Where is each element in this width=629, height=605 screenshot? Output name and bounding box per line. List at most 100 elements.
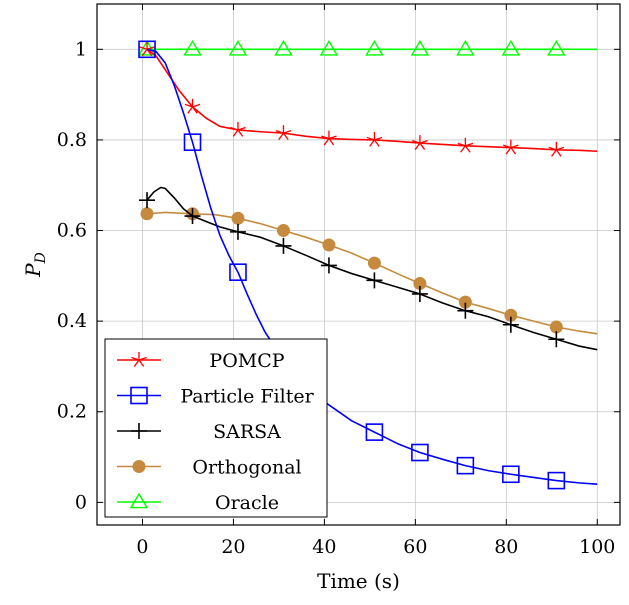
star-ray [321, 135, 330, 140]
legend-marker [130, 386, 148, 405]
data-point-pomcp [457, 137, 474, 153]
series-pomcp [139, 41, 598, 157]
ticks: 0 20 40 60 80 100 0 0.2 0.4 0.6 0.8 1 [57, 4, 620, 558]
data-point-particle-filter [411, 443, 429, 462]
star-ray [192, 103, 201, 108]
data-point-pomcp [184, 98, 201, 114]
data-point-particle-filter [502, 465, 520, 484]
x-tick-label: 0 [136, 536, 148, 558]
data-point-pomcp [412, 135, 428, 150]
legend-item-orthogonal: Orthogonal [117, 457, 302, 479]
data-point-pomcp [366, 131, 383, 147]
data-point-sarsa [548, 331, 565, 348]
data-point-particle-filter [138, 40, 156, 59]
star-ray [503, 144, 512, 149]
data-point-sarsa [411, 285, 428, 302]
series-line-sarsa [146, 186, 598, 351]
star-ray [374, 136, 383, 141]
y-tick-label: 1 [75, 38, 87, 60]
legend-label: Orthogonal [192, 457, 301, 479]
data-point-orthogonal [367, 256, 381, 270]
y-tick-label: 0.6 [57, 220, 87, 242]
legend-item-particle-filter: Particle Filter [117, 386, 315, 408]
y-axis-label-subscript: D [33, 252, 49, 264]
data-point-oracle [274, 39, 293, 56]
data-point-sarsa [184, 208, 201, 225]
legend-marker [131, 423, 147, 439]
data-point-oracle [183, 39, 202, 56]
legend: POMCP Particle Filter SARSA Orthogonal Oracl… [104, 338, 328, 518]
data-point-orthogonal [322, 238, 336, 252]
star-ray [187, 106, 194, 114]
star-ray [139, 46, 148, 50]
star-ray [373, 139, 380, 147]
x-tick-label: 60 [403, 536, 427, 558]
data-point-particle-filter [229, 263, 247, 282]
data-point-orthogonal [140, 207, 154, 221]
star-ray [131, 356, 140, 361]
legend-item-sarsa: SARSA [117, 421, 281, 443]
legend-label: Particle Filter [180, 386, 314, 408]
x-axis-label: Time (s) [317, 569, 400, 593]
star-ray [237, 129, 244, 137]
data-point-pomcp [230, 121, 246, 137]
data-point-sarsa [366, 272, 383, 289]
legend-label: Oracle [215, 492, 279, 514]
star-ray [323, 138, 330, 146]
series-line-pomcp [146, 48, 598, 153]
series-oracle [137, 39, 598, 56]
legend-item-pomcp: POMCP [117, 350, 285, 372]
data-point-oracle [547, 39, 566, 56]
legend-item-oracle: Oracle [117, 492, 279, 514]
star-ray [412, 139, 421, 144]
star-ray [328, 138, 335, 146]
star-ray [230, 126, 239, 131]
data-point-pomcp [548, 141, 565, 157]
x-tick-label: 20 [221, 536, 245, 558]
x-tick-label: 80 [494, 536, 518, 558]
data-point-sarsa [502, 316, 519, 333]
data-point-oracle [456, 39, 475, 56]
legend-box [104, 338, 328, 518]
data-point-particle-filter [365, 423, 384, 441]
star-ray [369, 139, 375, 147]
star-ray [457, 142, 466, 147]
star-ray [146, 48, 153, 57]
star-ray [548, 146, 557, 151]
legend-label: SARSA [213, 421, 281, 443]
star-ray [551, 149, 557, 157]
star-ray [282, 132, 289, 140]
star-ray [460, 145, 466, 153]
star-ray [510, 144, 519, 149]
star-ray [419, 142, 426, 150]
data-point-sarsa [275, 237, 292, 254]
data-point-pomcp [275, 125, 292, 140]
star-ray [278, 132, 284, 140]
star-ray [328, 135, 337, 140]
star-ray [505, 147, 512, 155]
star-ray [366, 136, 375, 141]
data-point-particle-filter [183, 133, 202, 151]
y-tick-label: 0.4 [57, 310, 87, 332]
star-ray [556, 146, 565, 151]
star-ray [414, 142, 421, 150]
x-tick-label: 40 [312, 536, 336, 558]
data-point-oracle [410, 39, 430, 56]
star-ray [465, 142, 474, 147]
star-ray [419, 139, 428, 144]
data-point-sarsa [229, 223, 246, 240]
star-ray [133, 359, 140, 367]
data-point-orthogonal [549, 320, 563, 334]
data-point-pomcp [321, 130, 337, 146]
data-point-sarsa [320, 257, 337, 274]
data-point-oracle [228, 39, 248, 56]
data-point-sarsa [139, 192, 156, 209]
star-ray [141, 48, 148, 57]
data-point-oracle [501, 39, 521, 56]
star-ray [283, 130, 292, 134]
y-tick-label: 0 [75, 491, 87, 513]
y-axis-label: PD [21, 252, 49, 278]
star-ray [138, 359, 145, 367]
star-ray [184, 103, 193, 108]
